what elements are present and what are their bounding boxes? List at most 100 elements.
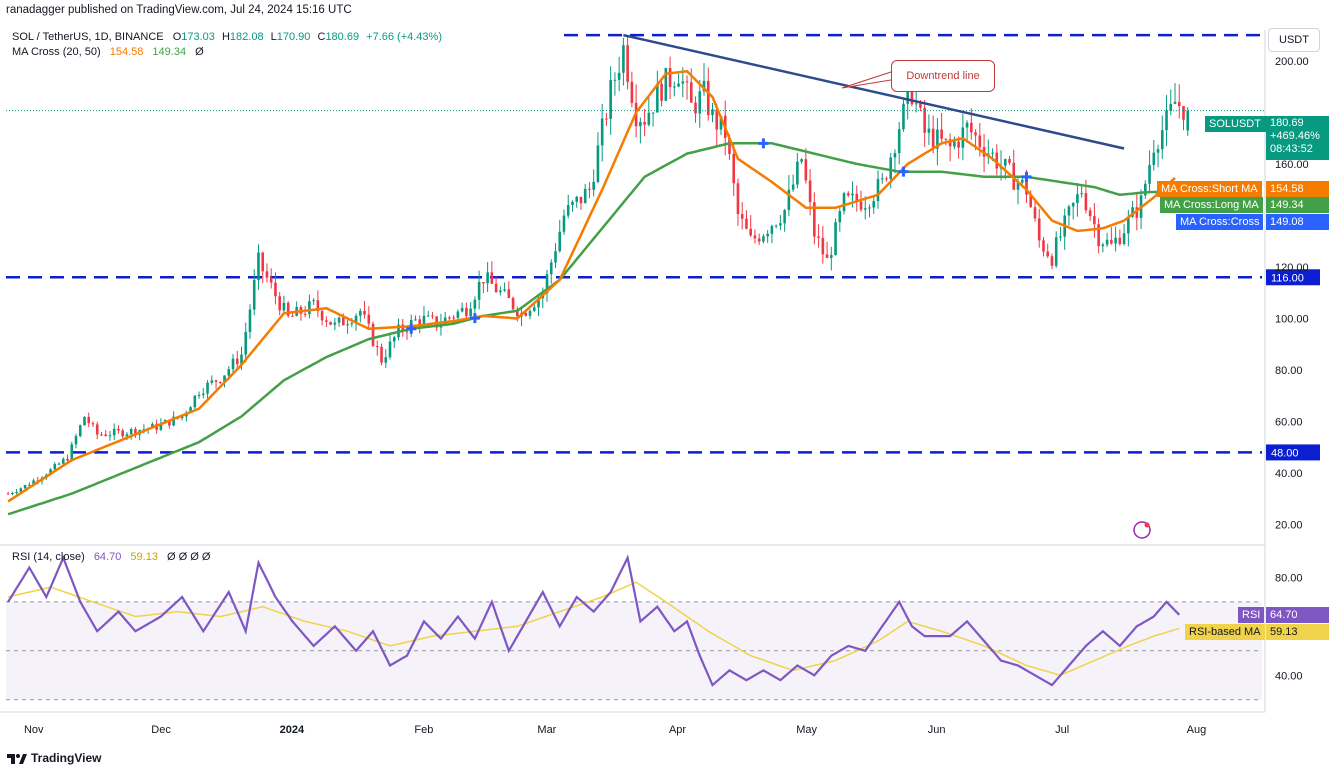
price-tick-label: 160.00 [1275,159,1309,171]
candle-body [919,103,922,108]
candle-body [698,91,702,114]
candle-body [325,320,328,322]
candle-body [787,189,791,211]
currency-button[interactable]: USDT [1268,28,1320,52]
candle-body [579,196,583,204]
candle-body [1029,194,1033,208]
candle-body [286,302,290,316]
candle-body [774,225,778,227]
candle-body [528,310,532,316]
candle-body [443,317,447,324]
price-tag-pct: +469.46% [1270,130,1320,142]
candle-body [108,435,112,437]
rsi-label[interactable]: RSI (14, close) [12,551,85,563]
candle-body [668,68,672,88]
candle-body [639,121,642,127]
time-tick-label: Mar [537,724,556,736]
time-tick-label: Jun [928,724,946,736]
candle-body [214,380,218,382]
candle-body [719,115,723,130]
candle-body [715,109,719,130]
candle-body [414,319,417,321]
moving-averages [7,69,1176,516]
candle-body [490,272,494,284]
short-ma-line [7,69,1176,503]
candle-body [931,128,935,149]
candle-body [694,102,697,114]
candle-body [91,423,95,425]
ma-cross-marker [758,138,769,149]
candle-body [1042,240,1045,252]
candle-body [218,381,222,383]
candle-body [112,428,116,436]
candle-body [808,180,812,203]
rsi-ma-tag-name: RSI-based MA [1185,624,1265,640]
candle-body [736,183,740,215]
candle-body [596,145,600,182]
candle-body [880,178,884,180]
candle-body [1097,224,1100,247]
candle-body [1118,237,1122,245]
candle-body [269,277,273,283]
candle-body [291,315,294,317]
candle-body [70,444,74,461]
candle-body [656,83,659,113]
rsi-pane [6,554,1262,701]
candle-body [957,141,960,148]
candle-body [282,302,286,311]
candle-body [622,45,625,73]
tradingview-logo[interactable]: TradingView [7,751,101,765]
rsi-legend: RSI (14, close) 64.70 59.13 Ø Ø Ø Ø [12,551,210,563]
level-tag-bg [1266,269,1320,286]
rsi-tag-value: 64.70 [1266,607,1329,623]
candle-body [804,159,808,181]
candle-body [104,434,108,436]
candle-body [1003,159,1007,166]
candle-body [1135,207,1139,218]
open-label: O [172,31,182,43]
candle-body [61,458,65,464]
candle-body [923,107,926,133]
candle-body [902,103,905,130]
candle-body [838,211,842,223]
candle-body [388,341,392,358]
candle-body [1067,206,1071,216]
candle-body [1016,182,1020,190]
candle-body [825,254,829,258]
candle-body [689,82,693,103]
candle-body [1046,251,1050,257]
candle-body [363,310,366,315]
ma-cross-marker [898,166,909,177]
ma-extra: Ø [195,46,204,58]
candle-body [1131,207,1134,217]
callout-pointer [841,71,892,89]
ma-label[interactable]: MA Cross (20, 50) [12,46,101,58]
candle-body [473,299,477,309]
candle-body [609,80,612,119]
candle-body [172,416,175,426]
candle-body [180,416,184,419]
price-tag-price: 180.69 [1270,117,1304,129]
rsi-ma-line [7,581,1180,677]
candle-body [15,491,18,494]
candle-body [74,436,78,445]
candle-body [749,228,752,236]
level-tag-label: 48.00 [1271,447,1299,459]
candle-body [57,463,61,465]
candle-body [333,322,337,325]
candle-body [1008,159,1011,163]
symbol-title[interactable]: SOL / TetherUS, 1D, BINANCE [12,31,164,43]
candle-body [482,282,485,284]
candle-body [384,357,388,363]
ma-long-tag-value: 149.34 [1266,197,1329,213]
candle-body [940,129,943,139]
candle-body [685,81,689,83]
candle-body [151,423,154,429]
candle-body [948,139,952,147]
candle-body [588,188,591,190]
candle-body [855,193,859,202]
candle-body [583,188,587,204]
candle-body [681,81,685,84]
ma-long-tag-name: MA Cross:Long MA [1160,197,1263,213]
